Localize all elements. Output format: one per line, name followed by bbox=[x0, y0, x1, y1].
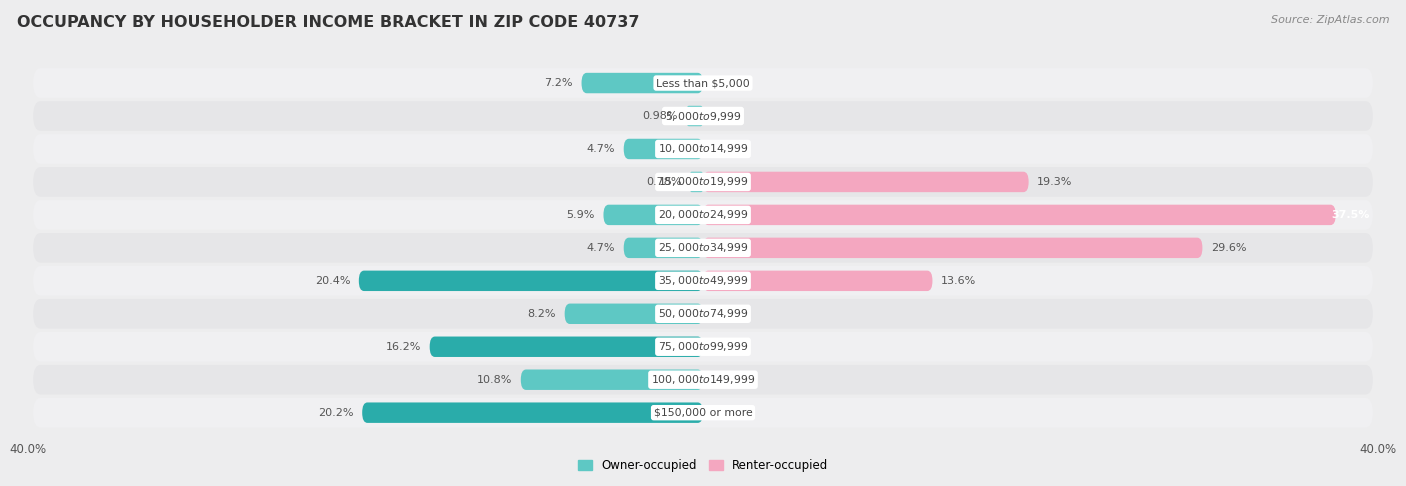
Legend: Owner-occupied, Renter-occupied: Owner-occupied, Renter-occupied bbox=[572, 454, 834, 477]
Text: $5,000 to $9,999: $5,000 to $9,999 bbox=[665, 109, 741, 122]
Text: 16.2%: 16.2% bbox=[385, 342, 422, 352]
FancyBboxPatch shape bbox=[34, 200, 1372, 230]
FancyBboxPatch shape bbox=[430, 336, 703, 357]
Text: $10,000 to $14,999: $10,000 to $14,999 bbox=[658, 142, 748, 156]
FancyBboxPatch shape bbox=[34, 266, 1372, 295]
FancyBboxPatch shape bbox=[34, 233, 1372, 263]
FancyBboxPatch shape bbox=[520, 369, 703, 390]
FancyBboxPatch shape bbox=[624, 238, 703, 258]
FancyBboxPatch shape bbox=[565, 304, 703, 324]
Text: 7.2%: 7.2% bbox=[544, 78, 574, 88]
Text: 13.6%: 13.6% bbox=[941, 276, 976, 286]
Text: 0.98%: 0.98% bbox=[643, 111, 678, 121]
Text: 20.4%: 20.4% bbox=[315, 276, 350, 286]
Text: 0.78%: 0.78% bbox=[645, 177, 682, 187]
FancyBboxPatch shape bbox=[34, 332, 1372, 362]
FancyBboxPatch shape bbox=[603, 205, 703, 225]
FancyBboxPatch shape bbox=[582, 73, 703, 93]
FancyBboxPatch shape bbox=[703, 271, 932, 291]
Text: 4.7%: 4.7% bbox=[586, 243, 616, 253]
FancyBboxPatch shape bbox=[703, 238, 1202, 258]
Text: $35,000 to $49,999: $35,000 to $49,999 bbox=[658, 274, 748, 287]
Text: Less than $5,000: Less than $5,000 bbox=[657, 78, 749, 88]
FancyBboxPatch shape bbox=[690, 172, 703, 192]
FancyBboxPatch shape bbox=[686, 106, 703, 126]
Text: $20,000 to $24,999: $20,000 to $24,999 bbox=[658, 208, 748, 222]
FancyBboxPatch shape bbox=[703, 205, 1336, 225]
FancyBboxPatch shape bbox=[703, 172, 1029, 192]
Text: 5.9%: 5.9% bbox=[567, 210, 595, 220]
FancyBboxPatch shape bbox=[624, 139, 703, 159]
FancyBboxPatch shape bbox=[363, 402, 703, 423]
Text: $150,000 or more: $150,000 or more bbox=[654, 408, 752, 417]
FancyBboxPatch shape bbox=[34, 365, 1372, 395]
FancyBboxPatch shape bbox=[359, 271, 703, 291]
FancyBboxPatch shape bbox=[34, 398, 1372, 428]
Text: $100,000 to $149,999: $100,000 to $149,999 bbox=[651, 373, 755, 386]
FancyBboxPatch shape bbox=[34, 299, 1372, 329]
Text: $75,000 to $99,999: $75,000 to $99,999 bbox=[658, 340, 748, 353]
FancyBboxPatch shape bbox=[34, 134, 1372, 164]
FancyBboxPatch shape bbox=[34, 167, 1372, 197]
Text: OCCUPANCY BY HOUSEHOLDER INCOME BRACKET IN ZIP CODE 40737: OCCUPANCY BY HOUSEHOLDER INCOME BRACKET … bbox=[17, 15, 640, 30]
Text: Source: ZipAtlas.com: Source: ZipAtlas.com bbox=[1271, 15, 1389, 25]
Text: 37.5%: 37.5% bbox=[1331, 210, 1369, 220]
Text: $15,000 to $19,999: $15,000 to $19,999 bbox=[658, 175, 748, 189]
Text: 19.3%: 19.3% bbox=[1038, 177, 1073, 187]
Text: $25,000 to $34,999: $25,000 to $34,999 bbox=[658, 242, 748, 254]
Text: $50,000 to $74,999: $50,000 to $74,999 bbox=[658, 307, 748, 320]
Text: 4.7%: 4.7% bbox=[586, 144, 616, 154]
Text: 8.2%: 8.2% bbox=[527, 309, 557, 319]
Text: 20.2%: 20.2% bbox=[318, 408, 354, 417]
FancyBboxPatch shape bbox=[34, 68, 1372, 98]
Text: 10.8%: 10.8% bbox=[477, 375, 512, 385]
FancyBboxPatch shape bbox=[34, 101, 1372, 131]
Text: 29.6%: 29.6% bbox=[1211, 243, 1246, 253]
